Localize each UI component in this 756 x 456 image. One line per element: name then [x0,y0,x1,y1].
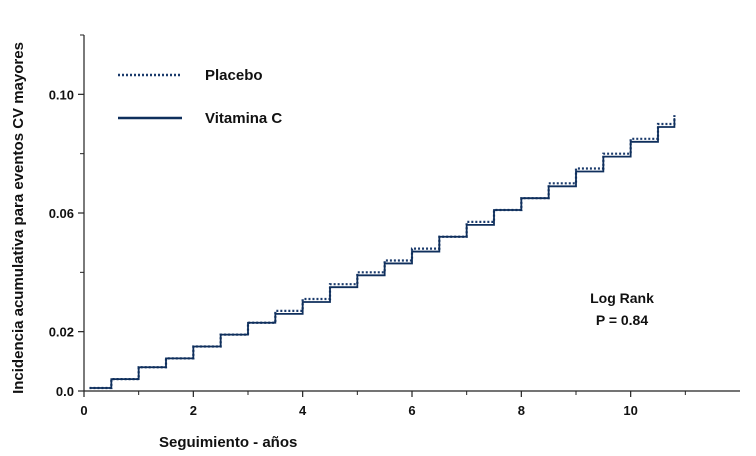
x-ticks: 0 2 4 6 8 10 [80,391,686,418]
annotation-p-value: P = 0.84 [596,312,649,328]
y-ticks: 0.0 0.02 0.06 0.10 [49,34,84,399]
x-tick-label: 8 [518,403,525,418]
x-tick-label: 6 [408,403,415,418]
y-tick-label: 0.0 [56,384,74,399]
x-tick-label: 2 [190,403,197,418]
y-tick-label: 0.06 [49,206,74,221]
series-line-placebo [89,115,676,390]
y-axis-label: Incidencia acumulativa para eventos CV m… [10,42,27,394]
x-tick-label: 10 [623,403,637,418]
y-tick-label: 0.10 [49,87,74,102]
legend: Placebo Vitamina C [118,67,282,127]
annotation-log-rank: Log Rank [590,290,654,306]
x-tick-label: 4 [299,403,307,418]
axes [83,35,740,392]
y-tick-label: 0.02 [49,325,74,340]
legend-label-vitamina-c: Vitamina C [205,110,282,127]
x-axis-label: Seguimiento - años [159,434,297,451]
series-line-vitamina-c [89,118,676,389]
legend-label-placebo: Placebo [205,67,263,84]
series-layer [89,115,676,390]
x-tick-label: 0 [80,403,87,418]
